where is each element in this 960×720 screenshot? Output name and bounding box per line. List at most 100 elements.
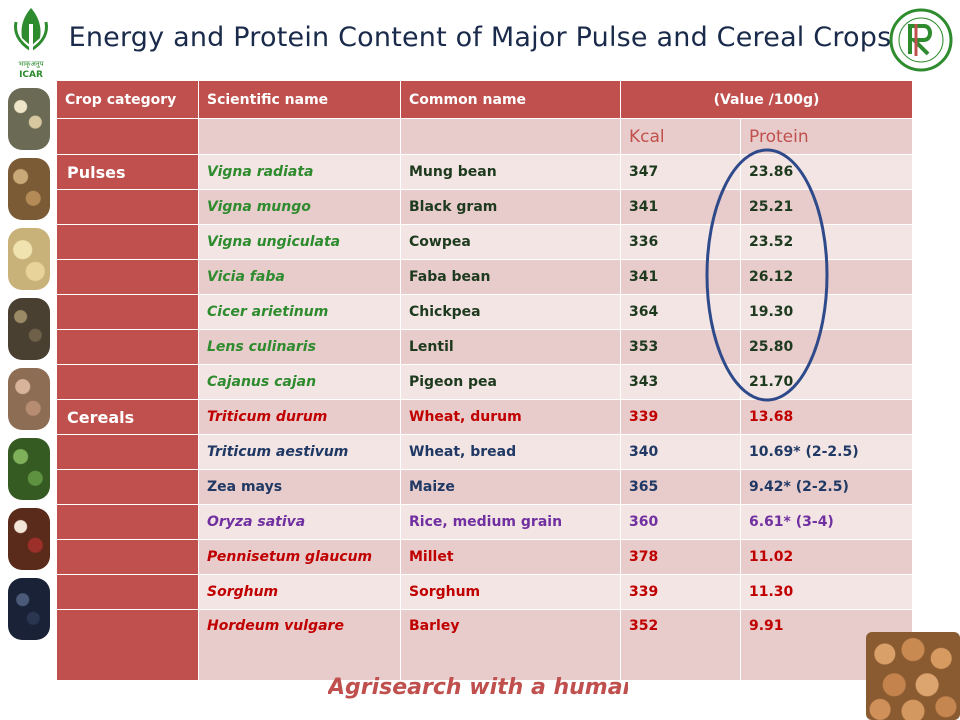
category-cell: Pulses [56, 154, 199, 190]
scientific-name-cell: Oryza sativa [198, 504, 401, 540]
kcal-cell: 347 [620, 154, 741, 190]
header-common-name: Common name [400, 80, 621, 119]
kcal-cell: 353 [620, 329, 741, 365]
category-cell [56, 118, 199, 155]
seed-image [8, 508, 50, 570]
kcal-cell: 364 [620, 294, 741, 330]
table-cell [198, 118, 401, 155]
category-cell [56, 574, 199, 610]
table-cell [400, 118, 621, 155]
table-row: Pennisetum glaucum Millet 378 11.02 [56, 539, 913, 575]
scientific-name-cell: Cicer arietinum [198, 294, 401, 330]
seed-image [8, 88, 50, 150]
scientific-name-cell: Vigna radiata [198, 154, 401, 190]
category-cell [56, 469, 199, 505]
category-cell [56, 329, 199, 365]
common-name-cell: Faba bean [400, 259, 621, 295]
common-name-cell: Barley [400, 609, 621, 681]
scientific-name-cell: Zea mays [198, 469, 401, 505]
common-name-cell: Wheat, durum [400, 399, 621, 435]
table-row: Hordeum vulgare Barley 352 9.91 [56, 609, 913, 681]
seed-image [8, 368, 50, 430]
icar-label: ICAR [19, 70, 43, 80]
scientific-name-cell: Lens culinaris [198, 329, 401, 365]
protein-cell: 13.68 [740, 399, 913, 435]
protein-cell: 25.21 [740, 189, 913, 225]
page-title: Energy and Protein Content of Major Puls… [68, 22, 892, 53]
protein-cell: 23.86 [740, 154, 913, 190]
seed-image [8, 578, 50, 640]
scientific-name-cell: Hordeum vulgare [198, 609, 401, 681]
scientific-name-cell: Cajanus cajan [198, 364, 401, 400]
category-cell [56, 224, 199, 260]
protein-cell: 23.52 [740, 224, 913, 260]
header-value-per-100g: (Value /100g) [620, 80, 913, 119]
table-row: Vicia faba Faba bean 341 26.12 [56, 259, 913, 295]
table-row: Cajanus cajan Pigeon pea 343 21.70 [56, 364, 913, 400]
table-row: Oryza sativa Rice, medium grain 360 6.61* (… [56, 504, 913, 540]
common-name-cell: Millet [400, 539, 621, 575]
seed-image-strip [8, 88, 50, 648]
kcal-cell: 339 [620, 574, 741, 610]
common-name-cell: Rice, medium grain [400, 504, 621, 540]
table-row: Cicer arietinum Chickpea 364 19.30 [56, 294, 913, 330]
table-row: Pulses Vigna radiata Mung bean 347 23.86 [56, 154, 913, 190]
icar-logo: भाकृअनुप ICAR [14, 8, 48, 80]
protein-cell: 19.30 [740, 294, 913, 330]
protein-cell: 21.70 [740, 364, 913, 400]
svg-text:भाकृअनुप: भाकृअनुप [18, 60, 44, 68]
scientific-name-cell: Triticum aestivum [198, 434, 401, 470]
protein-cell: 11.30 [740, 574, 913, 610]
table-header-row: Crop category Scientific name Common nam… [56, 80, 913, 119]
common-name-cell: Maize [400, 469, 621, 505]
seed-image [8, 158, 50, 220]
common-name-cell: Black gram [400, 189, 621, 225]
category-cell [56, 294, 199, 330]
seed-image [8, 438, 50, 500]
header-scientific-name: Scientific name [198, 80, 401, 119]
table-row: Cereals Triticum durum Wheat, durum 339 13.6… [56, 399, 913, 435]
scientific-name-cell: Sorghum [198, 574, 401, 610]
common-name-cell: Cowpea [400, 224, 621, 260]
kcal-cell: 378 [620, 539, 741, 575]
category-cell [56, 434, 199, 470]
protein-cell: 25.80 [740, 329, 913, 365]
subheader-protein: Protein [740, 118, 913, 155]
chickpea-image [866, 632, 960, 720]
scientific-name-cell: Vigna mungo [198, 189, 401, 225]
kcal-cell: 339 [620, 399, 741, 435]
table-row: Vigna mungo Black gram 341 25.21 [56, 189, 913, 225]
table-row: Vigna ungiculata Cowpea 336 23.52 [56, 224, 913, 260]
seed-image [8, 298, 50, 360]
scientific-name-cell: Vicia faba [198, 259, 401, 295]
table-row: Zea mays Maize 365 9.42* (2-2.5) [56, 469, 913, 505]
common-name-cell: Chickpea [400, 294, 621, 330]
kcal-cell: 341 [620, 189, 741, 225]
category-cell [56, 504, 199, 540]
common-name-cell: Lentil [400, 329, 621, 365]
protein-cell: 10.69* (2-2.5) [740, 434, 913, 470]
scientific-name-cell: Triticum durum [198, 399, 401, 435]
category-cell [56, 259, 199, 295]
table-subheader-row: Kcal Protein [56, 118, 913, 155]
header-crop-category: Crop category [56, 80, 199, 119]
table-row: Triticum aestivum Wheat, bread 340 10.69* (… [56, 434, 913, 470]
kcal-cell: 341 [620, 259, 741, 295]
protein-cell: 6.61* (3-4) [740, 504, 913, 540]
kcal-cell: 336 [620, 224, 741, 260]
iipr-logo [889, 8, 953, 72]
tagline-text: Agrisearch with a human touch [328, 675, 628, 700]
category-cell [56, 364, 199, 400]
nutrition-table: Crop category Scientific name Common nam… [56, 80, 913, 681]
kcal-cell: 365 [620, 469, 741, 505]
category-cell: Cereals [56, 399, 199, 435]
scientific-name-cell: Vigna ungiculata [198, 224, 401, 260]
kcal-cell: 352 [620, 609, 741, 681]
table-row: Sorghum Sorghum 339 11.30 [56, 574, 913, 610]
table-row: Lens culinaris Lentil 353 25.80 [56, 329, 913, 365]
tagline-logo: Agrisearch with a human touch [328, 675, 628, 700]
protein-cell: 11.02 [740, 539, 913, 575]
common-name-cell: Wheat, bread [400, 434, 621, 470]
seed-image [8, 228, 50, 290]
category-cell [56, 609, 199, 681]
